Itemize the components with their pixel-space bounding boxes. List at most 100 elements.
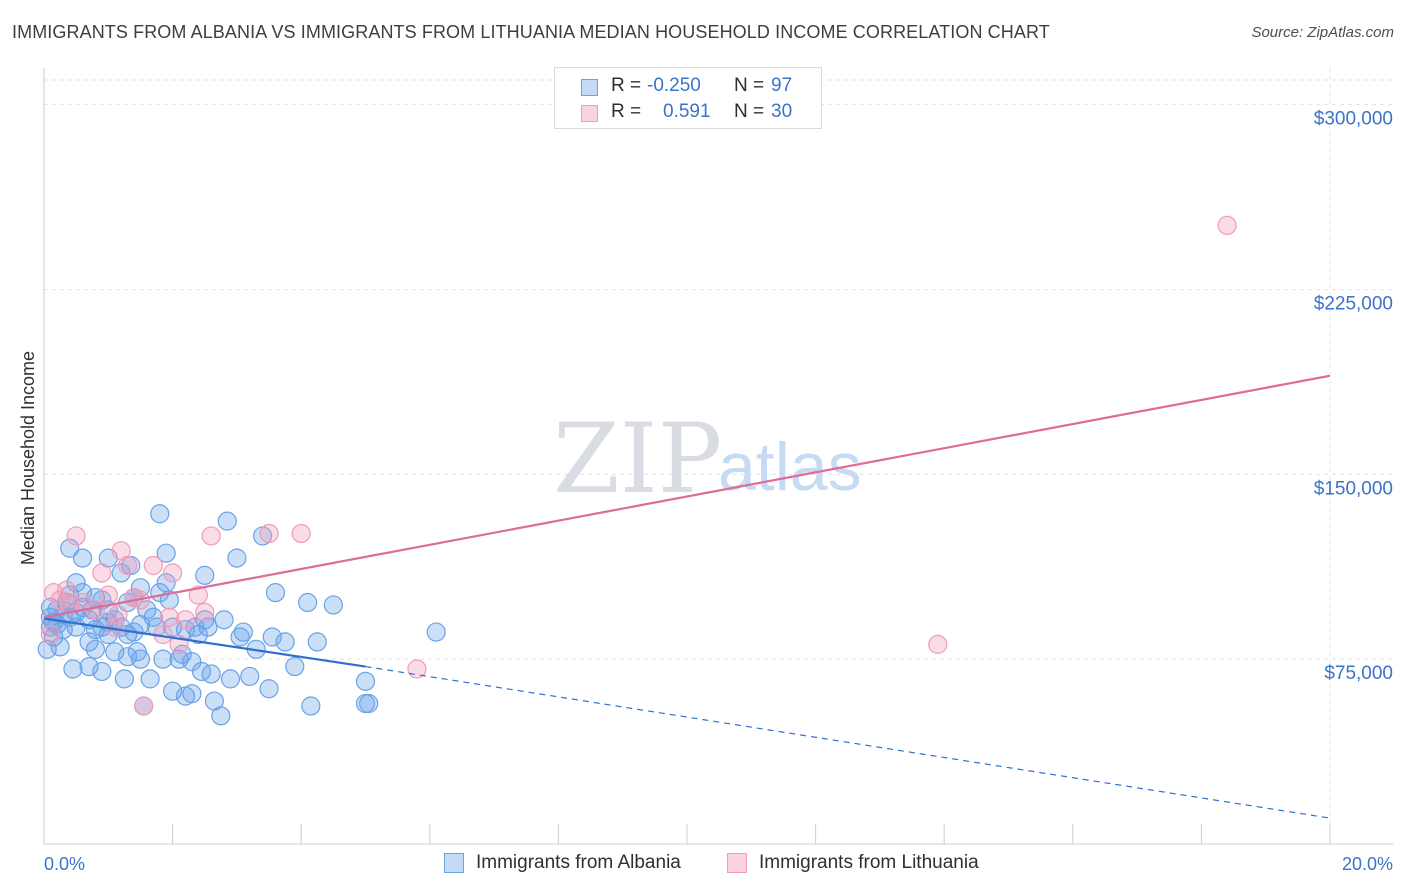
data-point bbox=[301, 696, 321, 716]
data-point bbox=[265, 583, 286, 603]
data-point bbox=[108, 605, 128, 625]
data-point bbox=[117, 555, 138, 576]
data-point bbox=[175, 610, 196, 630]
albania-swatch bbox=[581, 79, 598, 96]
data-point bbox=[105, 642, 125, 662]
data-point bbox=[50, 590, 70, 610]
data-point bbox=[79, 656, 99, 677]
data-point bbox=[220, 669, 241, 689]
watermark: ZIP atlas bbox=[553, 403, 862, 515]
data-point bbox=[72, 583, 93, 603]
watermark-zip: ZIP bbox=[553, 403, 722, 515]
r-label: R = bbox=[611, 75, 642, 96]
albania-n-value: 97 bbox=[771, 75, 793, 96]
data-point bbox=[44, 627, 64, 647]
data-point bbox=[63, 659, 83, 679]
data-point bbox=[262, 627, 282, 647]
albania-trend-extension bbox=[365, 665, 1331, 819]
data-point bbox=[355, 671, 376, 691]
data-point bbox=[143, 555, 163, 576]
data-point bbox=[66, 526, 86, 546]
watermark-atlas: atlas bbox=[718, 429, 862, 505]
data-point bbox=[150, 504, 170, 524]
albania-trend-line bbox=[43, 617, 366, 668]
lithuania-r-value: 0.591 bbox=[663, 101, 711, 122]
data-point bbox=[40, 624, 61, 645]
data-point bbox=[134, 696, 154, 716]
y-axis-label: Median Household Income bbox=[18, 351, 38, 565]
legend-albania-swatch bbox=[444, 853, 464, 873]
data-point bbox=[72, 548, 93, 568]
data-point bbox=[92, 661, 112, 682]
source-label: Source: ZipAtlas.com bbox=[1251, 24, 1394, 41]
data-point bbox=[275, 632, 295, 652]
data-point bbox=[1217, 215, 1237, 236]
data-point bbox=[285, 656, 305, 677]
data-point bbox=[153, 649, 173, 669]
stats-row-albania: R = -0.250 N = 97 bbox=[555, 75, 821, 101]
y-tick-label: $225,000 bbox=[1314, 293, 1393, 314]
data-point bbox=[140, 669, 160, 689]
data-point bbox=[217, 511, 237, 531]
legend-item-lithuania[interactable]: Immigrants from Lithuania bbox=[727, 852, 1007, 876]
data-point bbox=[37, 639, 57, 659]
lithuania-swatch bbox=[581, 105, 598, 122]
data-point bbox=[195, 602, 215, 622]
data-point bbox=[159, 607, 179, 627]
y-tick-label: $300,000 bbox=[1314, 109, 1393, 130]
data-point bbox=[240, 666, 260, 687]
data-point bbox=[111, 563, 131, 583]
data-point bbox=[85, 639, 106, 659]
x-tick-label-min: 0.0% bbox=[44, 854, 85, 874]
data-point bbox=[233, 622, 253, 642]
r-label: R = bbox=[611, 101, 642, 122]
data-point bbox=[298, 592, 318, 613]
data-point bbox=[201, 526, 221, 546]
stats-row-lithuania: R = 0.591 N = 30 bbox=[555, 101, 821, 127]
data-point bbox=[79, 632, 99, 652]
y-tick-label: $150,000 bbox=[1314, 478, 1393, 499]
x-tick-labels: 0.0% 20.0% bbox=[44, 854, 1393, 874]
data-point bbox=[163, 681, 183, 701]
data-point bbox=[130, 649, 151, 669]
trend-lines bbox=[43, 374, 1331, 819]
data-point bbox=[323, 595, 343, 615]
data-point bbox=[201, 664, 221, 684]
data-point bbox=[198, 617, 218, 637]
data-point bbox=[227, 548, 247, 568]
legend-albania-label: Immigrants from Albania bbox=[476, 852, 681, 873]
n-label: N = bbox=[734, 101, 765, 122]
data-point bbox=[291, 523, 311, 544]
data-point bbox=[156, 543, 176, 563]
stats-box: R = -0.250 N = 97 R = 0.591 N = 30 bbox=[554, 67, 822, 129]
legend-lithuania-label: Immigrants from Lithuania bbox=[759, 852, 979, 873]
data-point bbox=[259, 679, 279, 699]
n-label: N = bbox=[734, 75, 765, 96]
data-point bbox=[137, 600, 157, 620]
data-point bbox=[214, 610, 234, 630]
albania-r-value: -0.250 bbox=[647, 75, 701, 96]
data-point bbox=[182, 652, 202, 672]
data-point bbox=[60, 538, 80, 558]
data-point bbox=[195, 565, 215, 585]
data-point bbox=[928, 634, 948, 654]
data-point bbox=[163, 563, 183, 583]
data-point bbox=[188, 585, 208, 605]
data-point bbox=[98, 585, 118, 605]
data-point bbox=[92, 563, 112, 583]
y-tick-labels: $75,000 $150,000 $225,000 $300,000 bbox=[1314, 109, 1393, 685]
data-point bbox=[114, 669, 134, 689]
lithuania-trend-line bbox=[43, 374, 1331, 619]
lithuania-n-value: 30 bbox=[771, 101, 793, 122]
data-point bbox=[359, 693, 379, 714]
axes bbox=[43, 68, 1393, 845]
data-point bbox=[426, 622, 446, 642]
legend-item-albania[interactable]: Immigrants from Albania bbox=[444, 852, 704, 876]
data-point bbox=[259, 523, 279, 544]
legend-lithuania-swatch bbox=[727, 853, 747, 873]
data-point bbox=[211, 706, 231, 726]
data-point bbox=[56, 580, 77, 600]
data-point bbox=[66, 573, 86, 593]
x-tick-label-max: 20.0% bbox=[1342, 854, 1393, 874]
data-point bbox=[182, 684, 202, 704]
